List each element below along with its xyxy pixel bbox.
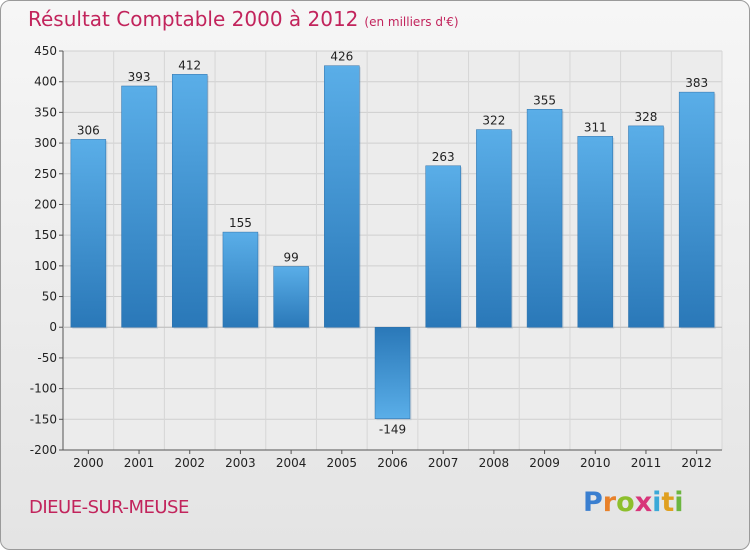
data-label: 311 [584, 120, 607, 134]
bar-2010 [577, 136, 615, 329]
data-label: 426 [330, 50, 353, 64]
data-label: 263 [432, 150, 455, 164]
bar-2003 [222, 231, 260, 329]
y-tick-label: 400 [34, 75, 57, 89]
x-tick-label: 2010 [580, 456, 611, 470]
data-label: 99 [283, 250, 298, 264]
bar-2000 [70, 139, 108, 329]
y-tick-label: -100 [30, 382, 57, 396]
x-tick-label: 2003 [225, 456, 256, 470]
bar-2012 [678, 91, 716, 329]
x-tick-label: 2006 [377, 456, 408, 470]
y-tick-label: 100 [34, 259, 57, 273]
bar-2004 [273, 266, 311, 329]
bar [526, 109, 563, 328]
data-label: 306 [77, 123, 100, 137]
bar [121, 85, 157, 328]
x-tick-label: 2001 [124, 456, 155, 470]
chart-title: Résultat Comptable 2000 à 2012 (en millie… [28, 7, 459, 31]
bar-2005 [324, 65, 361, 329]
bar [70, 139, 107, 328]
y-tick-label: 50 [42, 290, 57, 304]
y-tick-label: 0 [49, 320, 57, 334]
x-tick-label: 2012 [681, 456, 712, 470]
data-label: -149 [379, 423, 406, 437]
bars [70, 65, 716, 421]
chart-title-text: Résultat Comptable 2000 à 2012 [28, 7, 359, 31]
data-label: 322 [482, 114, 505, 128]
bar-2002 [171, 74, 209, 329]
data-label: 383 [685, 76, 708, 90]
bar-2008 [476, 129, 513, 329]
y-tick-label: -150 [30, 412, 57, 426]
bar-2009 [526, 109, 564, 329]
bar [324, 65, 360, 328]
bar [171, 74, 208, 328]
y-tick-label: 350 [34, 105, 57, 119]
y-tick-label: 200 [34, 197, 57, 211]
proxiti-logo: Proxiti [583, 487, 684, 518]
y-tick-label: 150 [34, 228, 57, 242]
data-label: 328 [635, 110, 658, 124]
y-tick-label: 450 [34, 44, 57, 58]
y-tick-label: -200 [30, 443, 57, 457]
bar [425, 165, 461, 328]
y-tick-label: -50 [37, 351, 57, 365]
data-labels: 306 393 412 155 99 426 -149 263 322 355 311 328 383 [77, 50, 708, 437]
bar [577, 136, 614, 328]
bar-2006 [374, 326, 412, 421]
bar-2011 [628, 125, 665, 329]
x-tick-label: 2004 [276, 456, 307, 470]
bar-2007 [425, 165, 463, 329]
bar [628, 125, 664, 328]
bar [678, 91, 715, 328]
unit-note: (en milliers d'€) [364, 15, 459, 29]
bar-2001 [121, 85, 159, 329]
bar [476, 129, 512, 328]
x-tick-label: 2005 [327, 456, 358, 470]
bar [222, 231, 259, 328]
bar [374, 326, 411, 419]
data-label: 355 [533, 93, 556, 107]
x-tick-label: 2009 [529, 456, 560, 470]
data-label: 393 [128, 70, 151, 84]
data-label: 155 [229, 216, 252, 230]
place-name: DIEUE-SUR-MEUSE [29, 497, 189, 518]
bar [273, 266, 309, 328]
x-tick-label: 2000 [73, 456, 104, 470]
x-tick-label: 2002 [174, 456, 205, 470]
x-tick-label: 2007 [428, 456, 459, 470]
y-tick-label: 300 [34, 136, 57, 150]
x-tick-label: 2008 [479, 456, 510, 470]
data-label: 412 [178, 58, 201, 72]
y-tick-label: 250 [34, 167, 57, 181]
x-tick-label: 2011 [631, 456, 662, 470]
